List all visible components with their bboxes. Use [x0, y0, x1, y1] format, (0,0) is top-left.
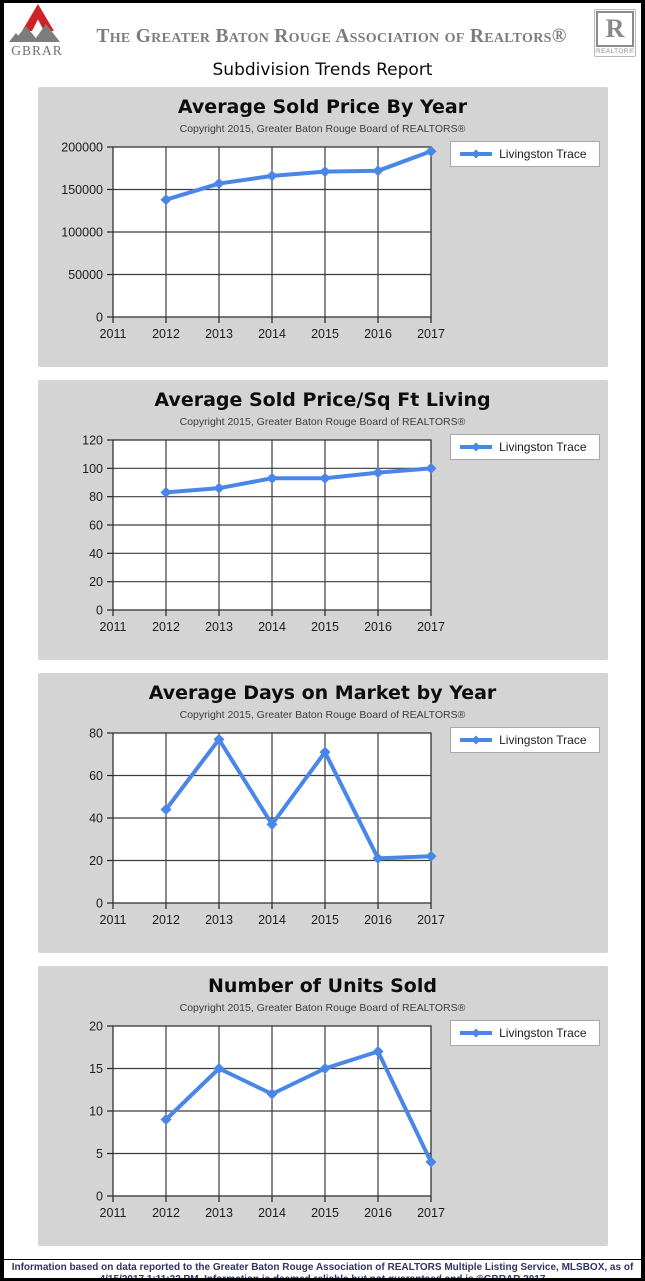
chart-copyright: Copyright 2015, Greater Baton Rouge Boar…: [179, 123, 466, 135]
svg-text:120: 120: [82, 434, 103, 448]
svg-text:2017: 2017: [417, 327, 445, 341]
svg-text:5: 5: [96, 1147, 103, 1161]
legend-series-label: Livingston Trace: [499, 147, 587, 161]
svg-text:15: 15: [89, 1062, 103, 1076]
legend-series-label: Livingston Trace: [499, 440, 587, 454]
svg-text:2013: 2013: [205, 913, 233, 927]
chart-copyright: Copyright 2015, Greater Baton Rouge Boar…: [179, 416, 466, 428]
gbrar-mountain-right-icon: [33, 24, 60, 42]
report-header: GBRAR The Greater Baton Rouge Associatio…: [4, 3, 641, 59]
svg-text:80: 80: [89, 490, 103, 504]
chart-copyright: Copyright 2015, Greater Baton Rouge Boar…: [179, 709, 466, 721]
chart-panel-price-per-sqft: Average Sold Price/Sq Ft Living Copyrigh…: [37, 380, 608, 660]
svg-text:100000: 100000: [61, 226, 103, 240]
average-sold-price-line-chart: 0 50000 100000 150000 200000 2011 2012 2013 2014…: [38, 139, 608, 351]
units-sold-line-chart: 0 5 10 15 20 2011 2012 2013 2014 2015 2016 2017: [38, 1018, 608, 1230]
svg-text:2017: 2017: [417, 1206, 445, 1220]
chart-panel-units-sold: Number of Units Sold Copyright 2015, Gre…: [37, 966, 608, 1246]
chart-title: Average Sold Price/Sq Ft Living: [154, 389, 491, 411]
chart-panel-days-on-market: Average Days on Market by Year Copyright…: [37, 673, 608, 953]
footer-line-1: Information based on data reported to th…: [11, 1262, 634, 1273]
svg-text:2016: 2016: [364, 620, 392, 634]
chart-title: Average Sold Price By Year: [177, 96, 468, 118]
svg-text:100: 100: [82, 462, 103, 476]
svg-text:2014: 2014: [258, 913, 286, 927]
chart-legend: Livingston Trace: [450, 1020, 600, 1046]
svg-text:2015: 2015: [311, 913, 339, 927]
chart-title: Average Days on Market by Year: [148, 682, 497, 704]
realtor-r-box: R: [596, 10, 634, 47]
page-title: Subdivision Trends Report: [212, 60, 433, 80]
price-per-sqft-line-chart: 0 20 40 60 80 100 120 2011 2012 2013 2014 2015 2016 2…: [38, 432, 608, 644]
svg-text:2016: 2016: [364, 913, 392, 927]
realtor-logo: R REALTOR®: [594, 8, 636, 57]
svg-text:0: 0: [96, 897, 103, 911]
svg-text:2014: 2014: [258, 620, 286, 634]
svg-text:2013: 2013: [205, 327, 233, 341]
svg-text:60: 60: [89, 519, 103, 533]
gbrar-logo: GBRAR: [9, 3, 69, 62]
legend-series-label: Livingston Trace: [499, 733, 587, 747]
chart-area: 0 20 40 60 80 100 120 2011 2012 2013 2014 2015 2016 2…: [38, 432, 608, 644]
legend-line-marker-icon: [460, 734, 493, 746]
chart-panel-average-sold-price: Average Sold Price By Year Copyright 201…: [37, 87, 608, 367]
chart-legend: Livingston Trace: [450, 727, 600, 753]
svg-text:150000: 150000: [61, 183, 103, 197]
svg-text:0: 0: [96, 1190, 103, 1204]
legend-line-marker-icon: [460, 148, 493, 160]
chart-copyright: Copyright 2015, Greater Baton Rouge Boar…: [179, 1002, 466, 1014]
chart-area: 0 50000 100000 150000 200000 2011 2012 2013 2014…: [38, 139, 608, 351]
svg-text:2011: 2011: [99, 327, 126, 341]
chart-area: 0 20 40 60 80 2011 2012 2013 2014 2015 2016 2017 Li…: [38, 725, 608, 937]
svg-text:2015: 2015: [311, 327, 339, 341]
svg-text:2011: 2011: [99, 620, 126, 634]
svg-text:20: 20: [89, 854, 103, 868]
chart-title: Number of Units Sold: [208, 975, 437, 997]
chart-legend: Livingston Trace: [450, 434, 600, 460]
svg-text:2013: 2013: [205, 620, 233, 634]
svg-text:2015: 2015: [311, 620, 339, 634]
svg-text:20: 20: [89, 575, 103, 589]
svg-text:2012: 2012: [152, 327, 180, 341]
svg-text:50000: 50000: [68, 268, 103, 282]
realtor-logo-label: REALTOR®: [596, 47, 635, 55]
svg-text:2017: 2017: [417, 620, 445, 634]
legend-series-label: Livingston Trace: [499, 1026, 587, 1040]
gbrar-logo-label: GBRAR: [11, 43, 63, 57]
org-name: The Greater Baton Rouge Association of R…: [96, 25, 567, 47]
svg-text:10: 10: [89, 1105, 103, 1119]
svg-text:2011: 2011: [99, 1206, 126, 1220]
chart-area: 0 5 10 15 20 2011 2012 2013 2014 2015 2016 2017 Liv…: [38, 1018, 608, 1230]
legend-line-marker-icon: [460, 1027, 493, 1039]
svg-text:2014: 2014: [258, 327, 286, 341]
svg-text:2017: 2017: [417, 913, 445, 927]
svg-text:2014: 2014: [258, 1206, 286, 1220]
svg-text:2012: 2012: [152, 1206, 180, 1220]
chart-legend: Livingston Trace: [450, 141, 600, 167]
svg-text:2015: 2015: [311, 1206, 339, 1220]
svg-text:2012: 2012: [152, 913, 180, 927]
svg-text:2012: 2012: [152, 620, 180, 634]
svg-text:80: 80: [89, 727, 103, 741]
gbrar-arrow-icon: [22, 4, 54, 31]
gbrar-mountain-small-icon: [9, 33, 23, 42]
gbrar-logo-graphic: GBRAR: [9, 4, 63, 58]
svg-text:2016: 2016: [364, 327, 392, 341]
svg-text:200000: 200000: [61, 141, 103, 155]
svg-text:60: 60: [89, 769, 103, 783]
svg-text:20: 20: [89, 1020, 103, 1034]
legend-line-marker-icon: [460, 441, 493, 453]
footer-line-2: 4/15/2017 1:11:32 PM. Information is dee…: [99, 1273, 546, 1281]
svg-text:2011: 2011: [99, 913, 126, 927]
report-footer: Information based on data reported to th…: [4, 1259, 641, 1281]
svg-text:40: 40: [89, 547, 103, 561]
svg-text:0: 0: [96, 311, 103, 325]
days-on-market-line-chart: 0 20 40 60 80 2011 2012 2013 2014 2015 2016 2017: [38, 725, 608, 937]
svg-text:2013: 2013: [205, 1206, 233, 1220]
realtor-r-icon: R: [605, 13, 625, 43]
svg-text:2016: 2016: [364, 1206, 392, 1220]
svg-text:40: 40: [89, 812, 103, 826]
svg-text:0: 0: [96, 604, 103, 618]
